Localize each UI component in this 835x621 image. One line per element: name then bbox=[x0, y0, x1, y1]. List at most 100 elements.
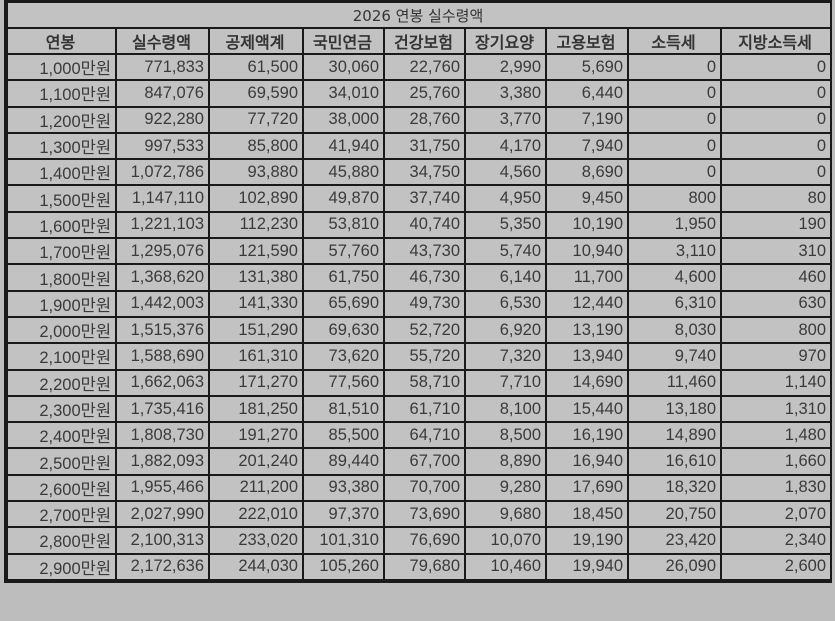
table-cell: 151,290 bbox=[208, 315, 304, 345]
table-cell: 2,000만원 bbox=[6, 315, 117, 345]
table-cell: 2,027,990 bbox=[115, 500, 210, 529]
column-header: 지방소득세 bbox=[720, 27, 832, 55]
table-row: 1,500만원 1,147,110 102,890 49,870 37,740 4,950… bbox=[6, 184, 832, 213]
table-cell: 34,750 bbox=[383, 158, 466, 187]
table-cell: 2,700만원 bbox=[6, 500, 117, 529]
table-row: 1,200만원 922,280 77,720 38,000 28,760 3,770 7,1… bbox=[6, 105, 832, 134]
table-cell: 1,830 bbox=[720, 473, 832, 503]
table-cell: 57,760 bbox=[302, 237, 385, 266]
table-cell: 69,630 bbox=[302, 315, 385, 345]
table-cell: 1,662,063 bbox=[115, 368, 210, 397]
table-cell: 41,940 bbox=[302, 131, 385, 161]
column-header: 건강보험 bbox=[383, 27, 466, 55]
table-cell: 1,480 bbox=[720, 421, 832, 450]
table-cell: 16,190 bbox=[545, 421, 629, 450]
table-cell: 67,700 bbox=[383, 447, 466, 476]
table-cell: 80 bbox=[720, 184, 832, 213]
table-cell: 2,500만원 bbox=[6, 447, 117, 476]
table-cell: 1,221,103 bbox=[115, 210, 210, 240]
table-row: 2,600만원 1,955,466 211,200 93,380 70,700 9,280… bbox=[6, 473, 832, 503]
column-header: 연봉 bbox=[6, 27, 117, 55]
table-cell: 0 bbox=[720, 52, 832, 82]
table-row: 1,400만원 1,072,786 93,880 45,880 34,750 4,560 8… bbox=[6, 158, 832, 187]
table-cell: 201,240 bbox=[208, 447, 304, 476]
table-cell: 0 bbox=[627, 52, 722, 82]
table-cell: 800 bbox=[627, 184, 722, 213]
column-header: 장기요양 bbox=[464, 27, 547, 55]
table-cell: 233,020 bbox=[208, 526, 304, 555]
table-cell: 5,740 bbox=[464, 237, 547, 266]
table-cell: 11,700 bbox=[545, 263, 629, 292]
table-cell: 131,380 bbox=[208, 263, 304, 292]
table-cell: 13,180 bbox=[627, 394, 722, 424]
table-cell: 61,500 bbox=[208, 52, 304, 82]
table-cell: 26,090 bbox=[627, 552, 722, 581]
table-row: 2,000만원 1,515,376 151,290 69,630 52,720 6,920… bbox=[6, 315, 832, 345]
table-cell: 5,350 bbox=[464, 210, 547, 240]
column-header: 고용보험 bbox=[545, 27, 629, 55]
table-cell: 1,800만원 bbox=[6, 263, 117, 292]
table-cell: 0 bbox=[720, 158, 832, 187]
table-cell: 19,190 bbox=[545, 526, 629, 555]
table-row: 1,000만원 771,833 61,500 30,060 22,760 2,990 5,6… bbox=[6, 52, 832, 82]
table-row: 1,900만원 1,442,003 141,330 65,690 49,730 6,530… bbox=[6, 289, 832, 318]
table-cell: 1,100만원 bbox=[6, 79, 117, 108]
table-cell: 85,800 bbox=[208, 131, 304, 161]
table-cell: 1,955,466 bbox=[115, 473, 210, 503]
table-cell: 6,920 bbox=[464, 315, 547, 345]
table-cell: 2,100만원 bbox=[6, 342, 117, 371]
table-cell: 0 bbox=[627, 158, 722, 187]
table-cell: 93,380 bbox=[302, 473, 385, 503]
column-header: 소득세 bbox=[627, 27, 722, 55]
salary-table-container: 2026 연봉 실수령액 연봉 실수령액 공제액계 국민연금 건강보험 장기요양 고용보험 소… bbox=[4, 0, 832, 583]
table-cell: 1,882,093 bbox=[115, 447, 210, 476]
table-cell: 190 bbox=[720, 210, 832, 240]
table-cell: 49,870 bbox=[302, 184, 385, 213]
table-cell: 1,950 bbox=[627, 210, 722, 240]
table-cell: 0 bbox=[627, 131, 722, 161]
table-row: 1,100만원 847,076 69,590 34,010 25,760 3,380 6,4… bbox=[6, 79, 832, 108]
table-cell: 105,260 bbox=[302, 552, 385, 581]
table-cell: 102,890 bbox=[208, 184, 304, 213]
table-row: 2,200만원 1,662,063 171,270 77,560 58,710 7,710… bbox=[6, 368, 832, 397]
table-cell: 244,030 bbox=[208, 552, 304, 581]
table-row: 2,400만원 1,808,730 191,270 85,500 64,710 8,500… bbox=[6, 421, 832, 450]
table-cell: 49,730 bbox=[383, 289, 466, 318]
table-cell: 847,076 bbox=[115, 79, 210, 108]
column-header: 공제액계 bbox=[208, 27, 304, 55]
table-cell: 31,750 bbox=[383, 131, 466, 161]
table-cell: 970 bbox=[720, 342, 832, 371]
table-cell: 30,060 bbox=[302, 52, 385, 82]
table-cell: 25,760 bbox=[383, 79, 466, 108]
column-header: 국민연금 bbox=[302, 27, 385, 55]
table-cell: 1,588,690 bbox=[115, 342, 210, 371]
table-cell: 1,147,110 bbox=[115, 184, 210, 213]
table-cell: 3,380 bbox=[464, 79, 547, 108]
table-cell: 0 bbox=[720, 105, 832, 134]
table-cell: 10,460 bbox=[464, 552, 547, 581]
table-row: 2,500만원 1,882,093 201,240 89,440 67,700 8,890… bbox=[6, 447, 832, 476]
table-cell: 630 bbox=[720, 289, 832, 318]
table-cell: 0 bbox=[627, 105, 722, 134]
salary-table: 2026 연봉 실수령액 연봉 실수령액 공제액계 국민연금 건강보험 장기요양 고용보험 소… bbox=[6, 1, 832, 581]
table-cell: 85,500 bbox=[302, 421, 385, 450]
table-cell: 310 bbox=[720, 237, 832, 266]
table-cell: 58,710 bbox=[383, 368, 466, 397]
table-cell: 18,320 bbox=[627, 473, 722, 503]
table-cell: 9,450 bbox=[545, 184, 629, 213]
table-cell: 81,510 bbox=[302, 394, 385, 424]
table-cell: 8,690 bbox=[545, 158, 629, 187]
table-cell: 771,833 bbox=[115, 52, 210, 82]
table-cell: 9,680 bbox=[464, 500, 547, 529]
table-cell: 8,100 bbox=[464, 394, 547, 424]
table-cell: 112,230 bbox=[208, 210, 304, 240]
table-cell: 11,460 bbox=[627, 368, 722, 397]
table-cell: 2,990 bbox=[464, 52, 547, 82]
table-cell: 922,280 bbox=[115, 105, 210, 134]
table-cell: 2,340 bbox=[720, 526, 832, 555]
table-cell: 8,500 bbox=[464, 421, 547, 450]
table-cell: 1,300만원 bbox=[6, 131, 117, 161]
table-cell: 1,660 bbox=[720, 447, 832, 476]
table-cell: 19,940 bbox=[545, 552, 629, 581]
table-cell: 1,600만원 bbox=[6, 210, 117, 240]
